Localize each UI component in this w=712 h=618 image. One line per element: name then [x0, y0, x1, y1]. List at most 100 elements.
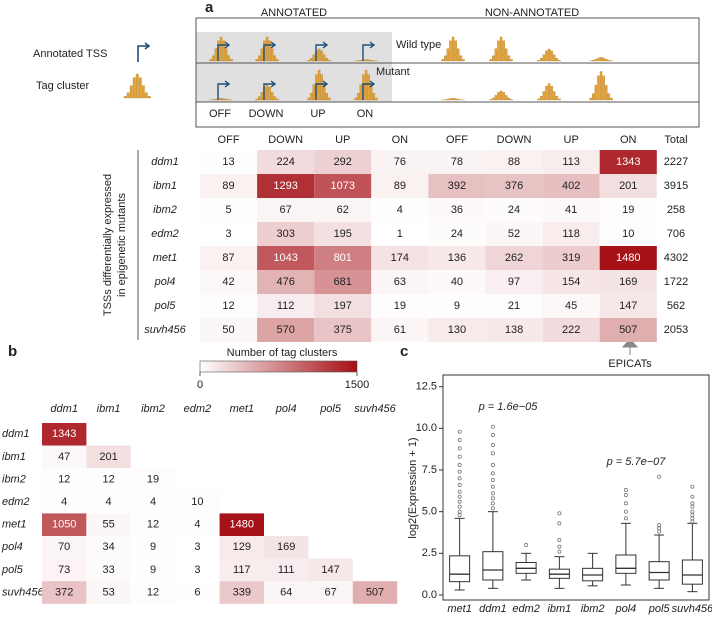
heat-cell [428, 222, 486, 246]
cluster-bar [141, 85, 145, 99]
cluster-bar [594, 59, 598, 62]
outlier [690, 504, 695, 509]
cell-value: 169 [277, 541, 295, 553]
column-label: ibm2 [141, 403, 165, 415]
cell-value: 4 [61, 496, 67, 508]
cluster-bar [545, 50, 548, 62]
outlier [457, 438, 462, 442]
heat-cell [200, 174, 258, 198]
cluster-bar [129, 85, 133, 99]
y-tick-label: 10.0 [416, 422, 437, 434]
outlier [623, 501, 628, 506]
cell-value: 55 [102, 519, 114, 531]
cell-value: 292 [334, 156, 352, 168]
cell-value: 222 [562, 324, 580, 336]
cluster-bar [357, 93, 360, 101]
outlier [457, 429, 462, 434]
row-label: pol5 [154, 300, 177, 312]
heat-cell [542, 246, 600, 270]
cell-value: 1 [397, 228, 403, 240]
x-tick-label: ibm2 [581, 603, 605, 615]
heat-cell [257, 246, 315, 270]
cluster-bar [497, 92, 500, 101]
cluster-bar [449, 98, 452, 101]
cell-value: 197 [334, 300, 352, 312]
heat-cell [130, 581, 176, 604]
column-label: DOWN [268, 134, 303, 146]
cluster-bar [214, 48, 218, 62]
column-label: suvh456 [354, 403, 396, 415]
heat-cell [219, 558, 264, 582]
heat-cell [42, 423, 87, 446]
cluster-bar [126, 92, 130, 99]
cell-value: 4 [397, 204, 403, 216]
row-total: 2053 [664, 324, 688, 336]
heat-cell [599, 198, 657, 222]
outlier [490, 478, 495, 482]
row-total: 706 [667, 228, 685, 240]
column-label: ddm1 [50, 403, 78, 415]
cluster-bar [550, 50, 553, 62]
cell-value: 21 [508, 300, 520, 312]
outlier [490, 463, 495, 467]
cluster-bar [454, 40, 457, 62]
cluster-bar [550, 85, 553, 101]
heat-cell [219, 513, 264, 536]
cluster-bar [317, 69, 321, 101]
total-header: Total [664, 134, 687, 146]
column-label: UP [335, 134, 350, 146]
cluster-bar [258, 96, 261, 101]
cluster-bar [307, 97, 310, 101]
heat-cell [257, 222, 315, 246]
outlier [623, 509, 628, 514]
cluster-bar [271, 48, 274, 62]
outlier [490, 424, 495, 429]
heat-cell [219, 581, 264, 604]
annotation: EPICATs [608, 358, 652, 370]
outlier [557, 544, 562, 549]
outlier [690, 513, 695, 517]
cell-value: 19 [394, 300, 406, 312]
x-tick-label: met1 [447, 603, 471, 615]
legend-tss: Annotated TSS [33, 48, 107, 60]
tss-icon [315, 80, 329, 100]
cell-value: 9 [454, 300, 460, 312]
group-label: ANNOTATED [261, 7, 327, 19]
cluster-bar [599, 57, 603, 62]
outlier [457, 446, 462, 451]
cluster-bar [227, 55, 231, 62]
cell-value: 40 [451, 276, 463, 288]
outlier [557, 538, 562, 542]
state-label: UP [310, 108, 325, 120]
cluster-bar [555, 58, 559, 62]
heat-cell [428, 294, 486, 318]
outlier [457, 476, 462, 481]
cluster-bar [359, 84, 363, 101]
outlier [490, 433, 495, 437]
heat-cell [86, 468, 131, 491]
cluster-bar [325, 93, 329, 101]
cluster-bar [597, 57, 600, 62]
outlier [623, 516, 628, 521]
column-label: edm2 [184, 403, 212, 415]
cluster-bar [597, 75, 600, 101]
mutant-label: Mutant [376, 66, 410, 78]
outlier [457, 513, 462, 517]
cluster-bar [545, 85, 548, 101]
cluster-bar [222, 98, 225, 101]
cluster-bar [547, 48, 551, 62]
cell-value: 117 [233, 564, 251, 576]
outlier [657, 474, 662, 479]
cell-value: 392 [448, 180, 466, 192]
outlier [690, 501, 695, 506]
cluster-bar [555, 96, 559, 101]
cluster-bar [441, 59, 444, 62]
cluster-bar [265, 36, 269, 62]
cluster-bar [599, 71, 603, 101]
cell-value: 111 [278, 564, 295, 576]
cell-value: 12 [222, 300, 234, 312]
cell-value: 130 [448, 324, 466, 336]
cluster-bar [258, 55, 261, 62]
cluster-bar [446, 48, 450, 62]
cluster-bar [364, 59, 368, 62]
